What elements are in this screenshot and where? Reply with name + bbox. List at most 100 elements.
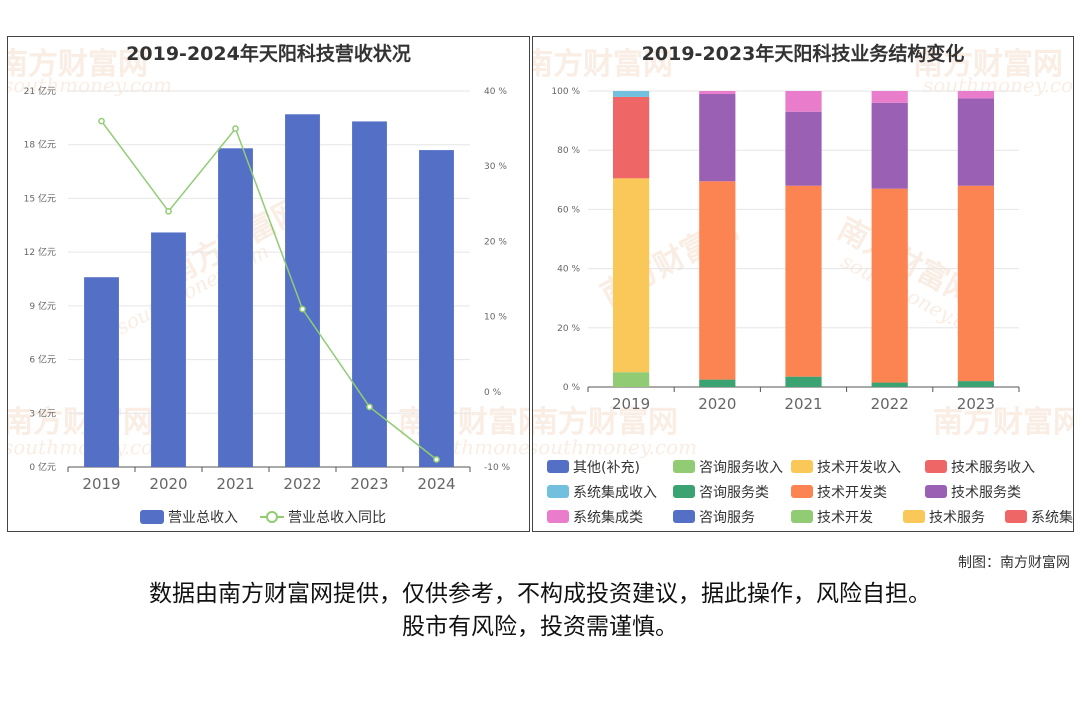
legend-label: 系统集成收入	[573, 484, 657, 501]
x-tick-label: 2020	[698, 395, 736, 413]
y-left-tick-label: 12 亿元	[24, 246, 56, 258]
bar	[218, 148, 253, 467]
stacked-bar-segment	[699, 93, 736, 182]
legend-label: 系统集成	[1031, 509, 1073, 526]
y-left-tick-label: 18 亿元	[24, 139, 56, 151]
y-left-tick-label: 3 亿元	[29, 407, 56, 419]
line-point	[165, 207, 172, 215]
structure-chart: 0 % 20 % 40 % 60 % 80 % 100 % 2019 2020 2021 2022…	[547, 87, 1073, 526]
y-tick-label: 100 %	[551, 87, 580, 97]
line-point	[98, 117, 105, 125]
legend-swatch	[673, 510, 695, 523]
y-tick-label: 20 %	[557, 324, 580, 334]
line-point	[433, 456, 440, 463]
stacked-bar-segment	[699, 91, 736, 94]
stacked-bar-segment	[871, 188, 908, 383]
legend-label: 系统集成类	[573, 509, 643, 526]
y-tick-label: 60 %	[557, 205, 580, 215]
stacked-bar-segment	[612, 178, 650, 373]
legend-swatch	[925, 485, 947, 498]
series-line	[100, 120, 437, 461]
bar	[84, 277, 119, 467]
stacked-bar-segment	[785, 111, 822, 186]
bar	[419, 150, 454, 467]
y-right-tick-label: 20 %	[484, 237, 507, 247]
y-right-tick-label: 10 %	[484, 313, 507, 323]
bar	[285, 114, 320, 468]
x-tick-label: 2022	[871, 395, 909, 413]
chart-title: 2019-2024年天阳科技营收状况	[126, 43, 411, 65]
legend-label: 营业总收入同比	[288, 510, 386, 526]
legend-label: 技术服务类	[951, 485, 1021, 501]
stacked-bar-segment	[785, 185, 822, 377]
y-tick-label: 0 %	[563, 383, 581, 393]
legend-swatch	[673, 460, 695, 473]
y-left-tick-label: 21 亿元	[24, 85, 56, 97]
disclaimer: 数据由南方财富网提供，仅供参考，不构成投资建议，据此操作，风险自担。 股市有风险…	[0, 578, 1080, 644]
line-point	[299, 305, 306, 313]
stacked-bar-segment	[957, 91, 995, 99]
legend-label: 其他(补充)	[573, 460, 640, 476]
y-left-tick-label: 6 亿元	[29, 354, 56, 366]
legend-swatch	[547, 510, 569, 523]
y-tick-label: 80 %	[557, 146, 580, 156]
legend-label: 咨询服务类	[699, 485, 769, 501]
legend-label: 技术开发	[817, 510, 873, 526]
legend-swatch	[791, 485, 813, 498]
x-tick-label: 2022	[283, 475, 321, 493]
x-tick-label: 2020	[149, 475, 187, 493]
y-left-tick-label: 9 亿元	[29, 300, 56, 312]
legend-swatch	[673, 485, 695, 498]
x-tick-label: 2019	[82, 475, 120, 493]
y-right-tick-label: 0 %	[484, 388, 502, 398]
stacked-bar-segment	[957, 98, 995, 186]
legend-label: 技术开发类	[817, 485, 887, 501]
stacked-bar-segment	[871, 91, 908, 103]
line-point	[366, 403, 373, 411]
stacked-bar-segment	[957, 381, 995, 387]
legend-swatch	[1005, 510, 1027, 523]
structure-chart-panel: 南方财富网 南方财富网 southmoney.com 南方财富网 南方财富网 s…	[532, 36, 1074, 532]
bar	[352, 121, 387, 467]
x-tick-label: 2023	[350, 475, 388, 493]
chart-credit: 制图：南方财富网	[958, 555, 1070, 571]
x-tick-label: 2021	[784, 395, 822, 413]
x-tick-label: 2023	[957, 395, 995, 413]
stacked-bar-segment	[612, 91, 650, 97]
legend-label: 咨询服务	[699, 510, 755, 526]
x-tick-label: 2021	[216, 475, 254, 493]
disclaimer-line: 股市有风险，投资需谨慎。	[402, 614, 678, 640]
legend-swatch	[547, 485, 569, 498]
stacked-bar-segment	[699, 379, 736, 387]
legend-label: 咨询服务收入	[699, 460, 783, 476]
revenue-chart-panel: 南方财富网 southmoney.com 南方财富网 southmoney.co…	[7, 36, 530, 532]
stacked-bar-segment	[957, 185, 995, 382]
disclaimer-line: 数据由南方财富网提供，仅供参考，不构成投资建议，据此操作，风险自担。	[149, 581, 931, 607]
stacked-bar-segment	[699, 181, 736, 380]
x-tick-label: 2019	[612, 395, 650, 413]
revenue-chart: 0 亿元 3 亿元 6 亿元 9 亿元 12 亿元 15 亿元 18 亿元 21 亿元 -10 …	[24, 85, 511, 526]
chart-title: 2019-2023年天阳科技业务结构变化	[641, 43, 965, 65]
legend-label: 技术服务收入	[951, 460, 1035, 476]
bar	[151, 232, 186, 467]
legend-label: 技术服务	[929, 510, 985, 526]
y-left-tick-label: 0 亿元	[29, 461, 56, 473]
stacked-bar-segment	[612, 96, 650, 179]
stacked-bar-segment	[785, 91, 822, 112]
legend-swatch	[903, 510, 925, 523]
y-tick-label: 40 %	[557, 265, 580, 275]
line-point	[232, 125, 239, 132]
y-right-tick-label: -10 %	[484, 463, 511, 473]
legend-label: 技术开发收入	[817, 460, 901, 476]
y-right-tick-label: 30 %	[484, 162, 507, 172]
legend-swatch	[791, 510, 813, 523]
stacked-bar-segment	[612, 372, 650, 387]
x-tick-label: 2024	[417, 475, 455, 493]
legend-swatch	[791, 460, 813, 473]
legend-label: 营业总收入	[168, 510, 238, 526]
stacked-bar-segment	[785, 376, 822, 387]
legend-swatch	[547, 460, 569, 473]
legend-swatch	[266, 511, 278, 523]
y-right-tick-label: 40 %	[484, 87, 507, 97]
stacked-bar-segment	[871, 382, 908, 387]
